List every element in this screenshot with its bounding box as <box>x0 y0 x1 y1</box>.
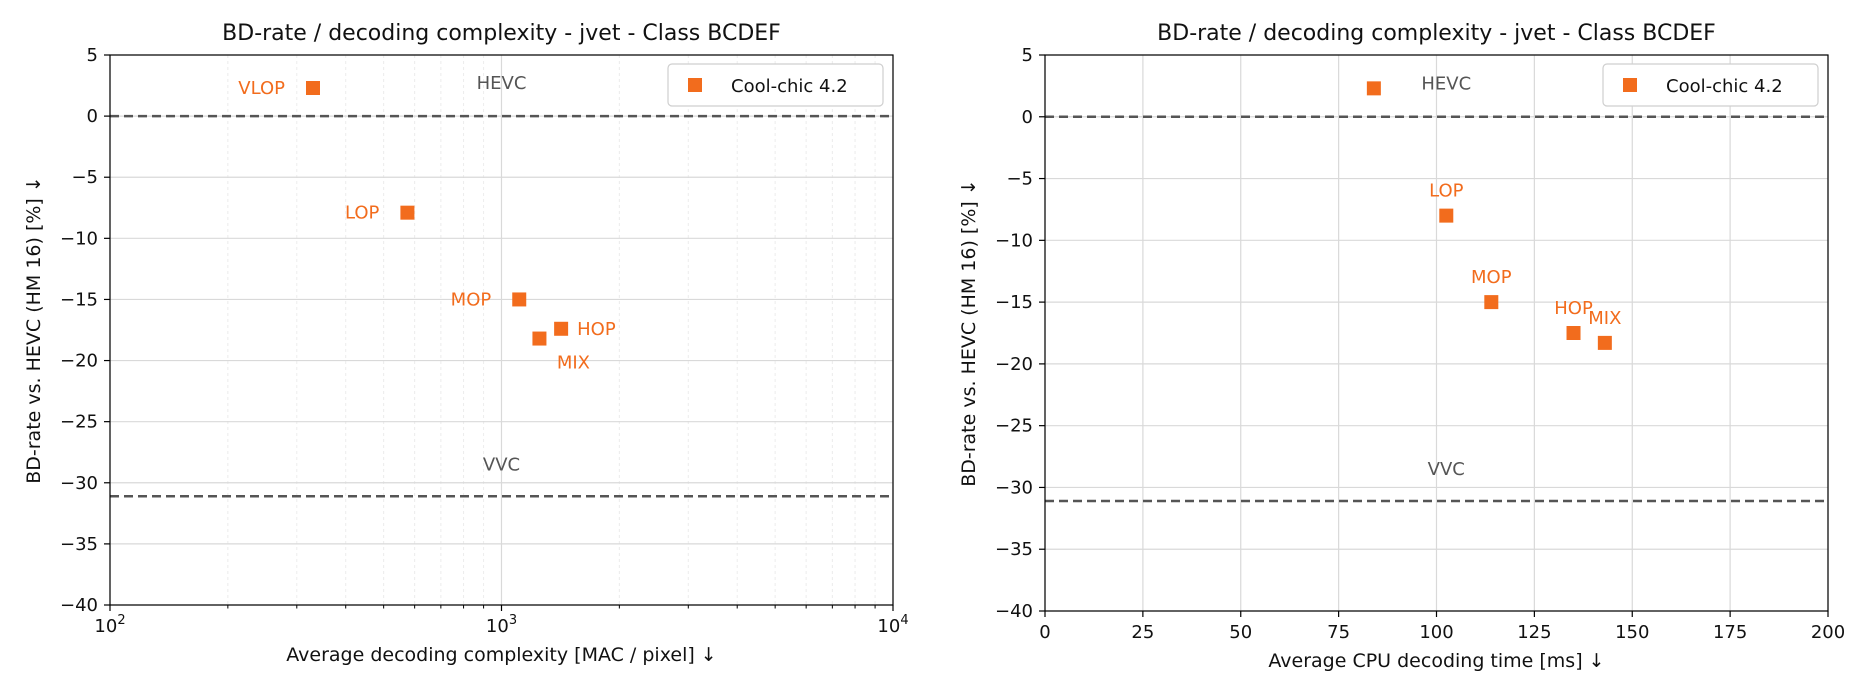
legend-label: Cool-chic 4.2 <box>731 76 848 97</box>
x-axis-label: Average decoding complexity [MAC / pixel… <box>286 644 716 666</box>
y-tick-label: −35 <box>995 539 1033 560</box>
y-tick-label: −30 <box>995 477 1033 498</box>
x-tick-label: 150 <box>1615 622 1649 643</box>
data-point-lop <box>1439 208 1454 223</box>
y-tick-label: −40 <box>60 595 98 616</box>
data-point-label: HOP <box>1554 298 1593 319</box>
legend-box <box>1602 63 1819 107</box>
x-tick-label: 100 <box>1419 622 1453 643</box>
y-tick-label: −5 <box>1006 169 1033 190</box>
data-point-hop <box>554 321 569 336</box>
x-tick-label: 103 <box>486 613 517 637</box>
y-tick-label: −10 <box>60 228 98 249</box>
chart-panel-1: HEVC VVC 102 103 104 5 0 −5 −10 −15 −20 −25 −30 −35 −4… <box>23 21 909 666</box>
y-tick-label: −15 <box>995 292 1033 313</box>
data-point-hop <box>1566 326 1581 340</box>
data-point-label: LOP <box>1429 181 1464 202</box>
data-point-label: MOP <box>451 289 492 310</box>
data-point-label: VLOP <box>238 78 285 99</box>
x-axis-label: Average CPU decoding time [ms] ↓ <box>1268 650 1604 672</box>
x-tick-label: 0 <box>1039 622 1050 643</box>
data-point-mop <box>1484 295 1499 310</box>
data-point-mop <box>512 292 527 307</box>
x-tick-label: 104 <box>877 613 908 637</box>
legend-marker <box>1623 78 1637 92</box>
reference-label-vvc: VVC <box>483 455 520 476</box>
data-point-mix <box>1597 335 1612 350</box>
y-tick-label: −10 <box>995 230 1033 251</box>
reference-label-hevc: HEVC <box>1421 74 1471 95</box>
data-point-label: MIX <box>557 353 590 374</box>
data-point-lop <box>400 205 415 220</box>
y-tick-label: −5 <box>71 167 98 188</box>
x-tick-label: 75 <box>1327 622 1350 643</box>
data-point-mix <box>532 331 547 346</box>
y-tick-label: −30 <box>60 473 98 494</box>
y-tick-label: −40 <box>995 601 1033 622</box>
y-tick-label: −20 <box>995 354 1033 375</box>
x-tick-label: 102 <box>94 613 125 637</box>
y-axis-label: BD-rate vs. HEVC (HM 16) [%] ↓ <box>958 179 980 487</box>
y-tick-label: 0 <box>1022 107 1033 128</box>
y-tick-label: 5 <box>1022 45 1033 66</box>
y-tick-label: 0 <box>87 106 98 127</box>
x-tick-label: 50 <box>1229 622 1252 643</box>
data-point-label: HOP <box>577 319 616 340</box>
y-tick-label: −25 <box>60 412 98 433</box>
data-point-vlop <box>305 81 320 95</box>
y-axis-label: BD-rate vs. HEVC (HM 16) [%] ↓ <box>23 176 45 484</box>
legend-label: Cool-chic 4.2 <box>1666 76 1783 97</box>
data-point-label: MIX <box>1588 308 1621 329</box>
data-point <box>1366 81 1381 96</box>
x-tick-label: 25 <box>1131 622 1154 643</box>
y-tick-label: −15 <box>60 289 98 310</box>
reference-label-hevc: HEVC <box>477 73 527 94</box>
chart-title: BD-rate / decoding complexity - jvet - C… <box>1157 21 1716 46</box>
chart-title: BD-rate / decoding complexity - jvet - C… <box>222 21 781 46</box>
y-tick-label: −25 <box>995 416 1033 437</box>
data-point-label: LOP <box>345 203 380 224</box>
y-tick-label: −20 <box>60 351 98 372</box>
y-tick-label: 5 <box>87 45 98 66</box>
legend-marker <box>688 78 702 92</box>
x-tick-label: 200 <box>1811 622 1845 643</box>
x-tick-label: 125 <box>1517 622 1551 643</box>
reference-label-vvc: VVC <box>1428 459 1465 480</box>
x-tick-label: 175 <box>1713 622 1747 643</box>
y-tick-label: −35 <box>60 534 98 555</box>
legend-box <box>667 63 884 107</box>
data-point-label: MOP <box>1471 267 1512 288</box>
